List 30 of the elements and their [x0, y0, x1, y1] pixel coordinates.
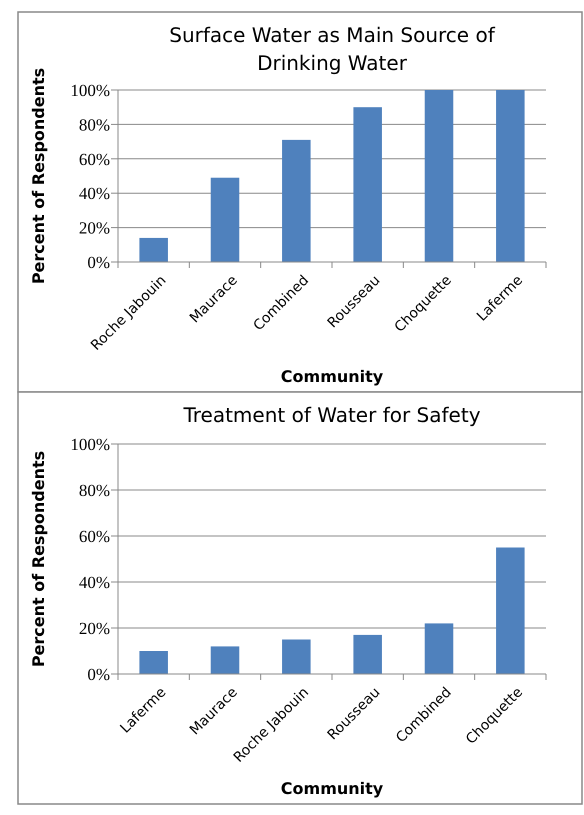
y-tick-label: 100%: [70, 80, 110, 100]
bar: [210, 178, 240, 262]
bar: [424, 90, 454, 262]
bar: [282, 140, 311, 262]
bar: [353, 634, 382, 674]
bar: [139, 238, 168, 262]
bar: [424, 623, 454, 674]
bar: [210, 646, 240, 674]
y-tick-label: 20%: [78, 618, 110, 638]
y-axis-title: Percent of Respondents: [29, 68, 48, 284]
bar: [496, 548, 525, 674]
y-tick-label: 80%: [78, 480, 110, 500]
y-tick-label: 40%: [78, 572, 110, 592]
bar: [496, 90, 525, 262]
x-axis-title: Community: [280, 367, 384, 386]
chart-title: Treatment of Water for Safety: [182, 403, 481, 427]
y-tick-label: 100%: [70, 434, 110, 454]
y-tick-label: 40%: [78, 184, 110, 204]
y-axis-title: Percent of Respondents: [29, 450, 48, 668]
y-tick-label: 0%: [87, 252, 110, 272]
x-axis-title: Community: [280, 779, 384, 798]
bar: [353, 107, 382, 262]
bar: [139, 651, 168, 674]
y-tick-label: 80%: [78, 115, 110, 134]
y-tick-label: 60%: [78, 150, 110, 169]
y-tick-label: 60%: [78, 526, 110, 546]
bar: [282, 640, 311, 674]
y-tick-label: 20%: [78, 218, 110, 238]
chart-title: Surface Water as Main Source of Drinking Water: [169, 23, 496, 75]
y-tick-label: 0%: [87, 664, 110, 684]
